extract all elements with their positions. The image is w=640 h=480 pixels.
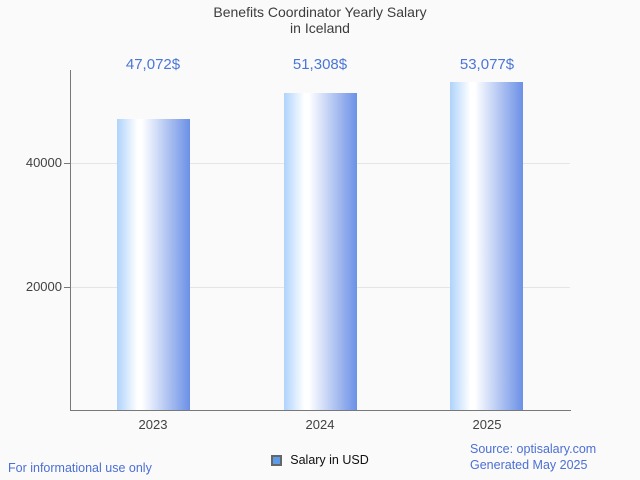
chart-title-line2: in Iceland bbox=[290, 20, 350, 36]
x-axis-label: 2023 bbox=[138, 417, 168, 432]
x-axis-line bbox=[70, 410, 571, 411]
legend[interactable]: Salary in USD bbox=[0, 452, 640, 468]
x-axis-label: 2025 bbox=[472, 417, 502, 432]
legend-swatch-icon bbox=[271, 454, 283, 466]
bar-value-label: 53,077$ bbox=[459, 56, 515, 73]
generated-date: Generated May 2025 bbox=[470, 458, 588, 472]
y-axis-tick bbox=[64, 163, 70, 164]
bar-2025[interactable] bbox=[450, 82, 523, 410]
bar-value-label: 47,072$ bbox=[125, 56, 181, 73]
y-axis-tick bbox=[64, 287, 70, 288]
y-axis-tick-label: 40000 bbox=[25, 155, 62, 170]
x-axis-label: 2024 bbox=[305, 417, 335, 432]
y-axis-line bbox=[70, 70, 71, 410]
bar-value-label: 51,308$ bbox=[292, 56, 348, 73]
source-link[interactable]: Source: optisalary.com bbox=[470, 442, 597, 456]
disclaimer-text: For informational use only bbox=[8, 461, 152, 475]
bar-2024[interactable] bbox=[284, 93, 357, 410]
legend-label: Salary in USD bbox=[290, 453, 369, 467]
bar-2023[interactable] bbox=[117, 119, 190, 410]
source-info: Source: optisalary.com Generated May 202… bbox=[470, 441, 596, 473]
chart-title: Benefits Coordinator Yearly Salary in Ic… bbox=[0, 4, 640, 36]
y-axis-tick-label: 20000 bbox=[25, 279, 62, 294]
chart-title-line1: Benefits Coordinator Yearly Salary bbox=[213, 4, 427, 20]
